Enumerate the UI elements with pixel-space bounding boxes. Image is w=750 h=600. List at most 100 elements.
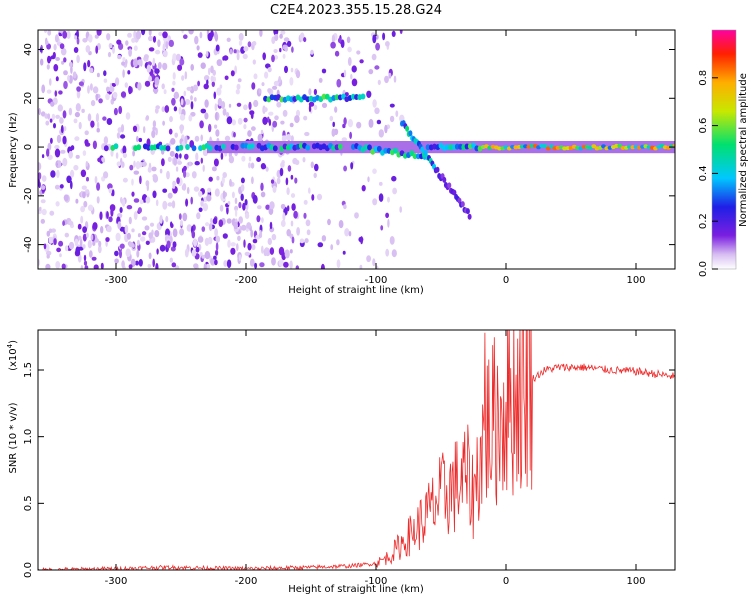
scatter-mark <box>94 176 98 184</box>
spectrogram-y-axis-label: Frequency (Hz) <box>8 112 19 188</box>
scatter-mark <box>243 104 248 111</box>
main-band-mark <box>103 145 109 152</box>
scatter-mark <box>162 31 168 39</box>
main-band-mark <box>617 143 623 148</box>
scatter-mark <box>132 125 138 132</box>
scatter-mark <box>279 167 284 177</box>
scatter-mark <box>224 135 231 142</box>
scatter-mark <box>372 34 377 44</box>
scatter-mark <box>387 218 390 228</box>
scatter-mark <box>95 45 99 54</box>
scatter-mark <box>106 33 111 41</box>
scatter-mark <box>107 51 112 58</box>
scatter-mark <box>113 107 118 116</box>
scatter-mark <box>197 52 203 58</box>
scatter-mark <box>172 72 176 80</box>
scatter-mark <box>210 65 214 74</box>
scatter-mark <box>378 129 384 138</box>
scatter-mark <box>145 240 150 245</box>
scatter-mark <box>78 81 84 86</box>
scatter-mark <box>193 97 197 102</box>
scatter-mark <box>53 123 56 129</box>
scatter-mark <box>172 80 176 86</box>
scatter-mark <box>204 99 209 108</box>
scatter-mark <box>327 218 331 226</box>
scatter-mark <box>221 176 225 184</box>
scatter-mark <box>73 118 78 124</box>
scatter-mark <box>59 117 64 124</box>
scatter-mark <box>259 262 265 268</box>
scatter-mark <box>75 246 80 255</box>
scatter-mark <box>155 49 161 55</box>
scatter-mark <box>106 86 110 92</box>
scatter-mark <box>151 130 156 139</box>
scatter-mark <box>131 191 135 197</box>
scatter-mark <box>290 174 294 180</box>
scatter-mark <box>282 212 286 222</box>
scatter-mark <box>183 165 187 171</box>
x-tick-label: -200 <box>235 576 258 587</box>
scatter-mark <box>372 99 377 108</box>
scatter-mark <box>193 263 199 269</box>
snr-y-multiplier: (x104) <box>6 340 19 371</box>
scatter-mark <box>145 115 150 121</box>
scatter-mark <box>273 80 279 86</box>
scatter-mark <box>244 212 250 219</box>
scatter-mark <box>247 41 252 48</box>
scatter-mark <box>119 243 125 249</box>
scatter-mark <box>185 198 189 207</box>
scatter-mark <box>321 68 327 74</box>
scatter-mark <box>55 201 60 207</box>
scatter-mark <box>361 185 366 192</box>
scatter-mark <box>222 233 228 239</box>
scatter-mark <box>291 236 295 244</box>
scatter-mark <box>273 49 278 53</box>
scatter-mark <box>165 215 169 223</box>
scatter-mark <box>303 115 308 121</box>
scatter-mark <box>240 177 245 184</box>
scatter-mark <box>117 221 122 230</box>
scatter-mark <box>50 101 55 107</box>
scatter-mark <box>188 114 193 122</box>
scatter-mark <box>152 174 159 183</box>
scatter-mark <box>227 239 231 248</box>
scatter-mark <box>336 259 341 269</box>
scatter-mark <box>162 62 168 71</box>
scatter-mark <box>351 78 358 87</box>
scatter-mark <box>148 47 155 52</box>
scatter-mark <box>159 215 163 224</box>
scatter-mark <box>169 235 173 244</box>
scatter-mark <box>399 30 403 34</box>
scatter-mark <box>204 112 209 120</box>
scatter-mark <box>211 166 217 172</box>
scatter-mark <box>240 193 244 201</box>
scatter-mark <box>215 129 220 137</box>
scatter-mark <box>83 200 88 208</box>
scatter-mark <box>290 135 294 143</box>
scatter-mark <box>174 132 178 138</box>
scatter-mark <box>148 30 152 36</box>
y-tick-label: 1.0 <box>23 429 34 445</box>
scatter-mark <box>60 125 64 134</box>
scatter-mark <box>133 45 138 51</box>
scatter-mark <box>235 89 240 95</box>
main-band-mark <box>591 144 597 149</box>
scatter-mark <box>82 191 86 199</box>
main-band-mark <box>542 144 548 148</box>
main-band-mark <box>272 145 278 152</box>
descending-branch-mark <box>405 125 410 132</box>
scatter-mark <box>159 168 163 174</box>
scatter-mark <box>399 206 403 213</box>
scatter-mark <box>79 238 83 247</box>
scatter-mark <box>393 75 397 83</box>
scatter-mark <box>63 194 69 202</box>
scatter-mark <box>121 260 125 269</box>
scatter-mark <box>152 190 157 199</box>
scatter-mark <box>80 265 84 269</box>
scatter-mark <box>93 264 99 269</box>
scatter-mark <box>62 110 67 119</box>
scatter-mark <box>250 229 254 238</box>
scatter-mark <box>188 161 192 167</box>
scatter-mark <box>88 34 93 43</box>
scatter-mark <box>290 220 294 227</box>
